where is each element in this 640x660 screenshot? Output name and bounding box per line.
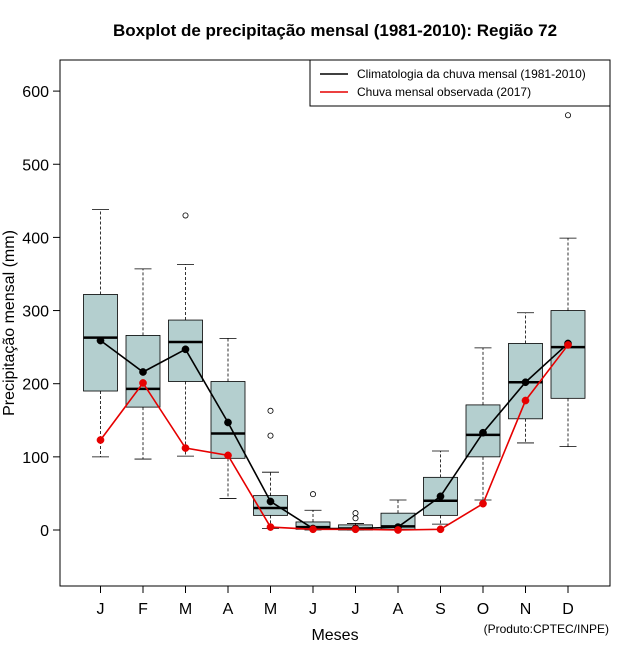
series-1-point — [436, 525, 445, 534]
legend-label-observed: Chuva mensal observada (2017) — [357, 85, 531, 99]
product-credit: (Produto:CPTEC/INPE) — [484, 622, 609, 636]
series-1-point — [139, 379, 147, 387]
box-5 — [295, 491, 331, 531]
y-tick-label: 500 — [22, 157, 49, 174]
x-tick-label: D — [562, 601, 574, 618]
series-0-point — [96, 336, 105, 345]
series-line-1 — [99, 344, 569, 531]
series-1-point — [224, 451, 232, 460]
series-0-point — [436, 492, 445, 501]
series-1-point — [479, 499, 487, 508]
series-0-point — [181, 345, 190, 354]
outlier-point — [565, 112, 572, 119]
y-tick-label: 300 — [22, 304, 49, 321]
outlier-point — [267, 432, 274, 439]
y-axis: 0 100 200 300 400 500 600 — [22, 84, 60, 540]
x-tick-label: O — [477, 601, 489, 618]
x-tick-label: M — [264, 601, 277, 618]
x-tick-label: A — [393, 601, 404, 618]
outlier-point — [309, 491, 316, 498]
series-1-point — [564, 341, 572, 349]
y-tick-label: 100 — [22, 450, 49, 467]
x-tick-label: N — [520, 601, 532, 618]
x-tick-label: F — [138, 601, 148, 618]
x-tick-label: J — [97, 601, 105, 618]
legend-label-climatology: Climatologia da chuva mensal (1981-2010) — [357, 67, 586, 81]
series-lines-group — [96, 336, 572, 534]
outlier-point — [352, 510, 359, 517]
y-tick-label: 600 — [22, 84, 49, 101]
box-11 — [550, 112, 586, 448]
x-axis-label: Meses — [311, 627, 358, 644]
series-1-point — [181, 444, 190, 452]
y-axis-label: Precipitação mensal (mm) — [1, 230, 18, 416]
y-tick-label: 200 — [22, 377, 49, 394]
x-tick-label: A — [223, 601, 234, 618]
x-tick-label: S — [435, 601, 446, 618]
series-1-point — [266, 523, 275, 531]
x-tick-label: M — [179, 601, 192, 618]
box-9 — [465, 347, 501, 501]
series-1-point — [96, 436, 105, 444]
series-1-point — [351, 525, 360, 534]
series-0-point — [266, 497, 275, 506]
series-0-point — [139, 368, 147, 376]
y-tick-label: 400 — [22, 230, 49, 247]
series-1-point — [309, 525, 317, 534]
outlier-point — [267, 407, 274, 414]
box-iqr — [253, 495, 288, 516]
x-tick-label: J — [352, 601, 360, 618]
boxes-group — [83, 112, 586, 531]
y-tick-label: 0 — [40, 523, 49, 540]
x-tick-label: J — [309, 601, 317, 618]
legend: Climatologia da chuva mensal (1981-2010)… — [309, 59, 611, 107]
outlier-point — [182, 212, 189, 219]
series-1-point — [394, 526, 402, 534]
box-0 — [83, 209, 118, 458]
box-2 — [168, 212, 203, 457]
box-4 — [253, 407, 288, 529]
series-0-point — [521, 378, 530, 387]
series-0-point — [224, 418, 232, 427]
series-1-point — [521, 396, 530, 405]
chart-title: Boxplot de precipitação mensal (1981-201… — [113, 21, 557, 40]
box-8 — [423, 450, 458, 525]
box-10 — [508, 312, 543, 444]
plot-frame — [59, 59, 611, 587]
series-0-point — [479, 428, 487, 437]
legend-box — [309, 59, 611, 107]
outlier-point — [352, 515, 359, 522]
